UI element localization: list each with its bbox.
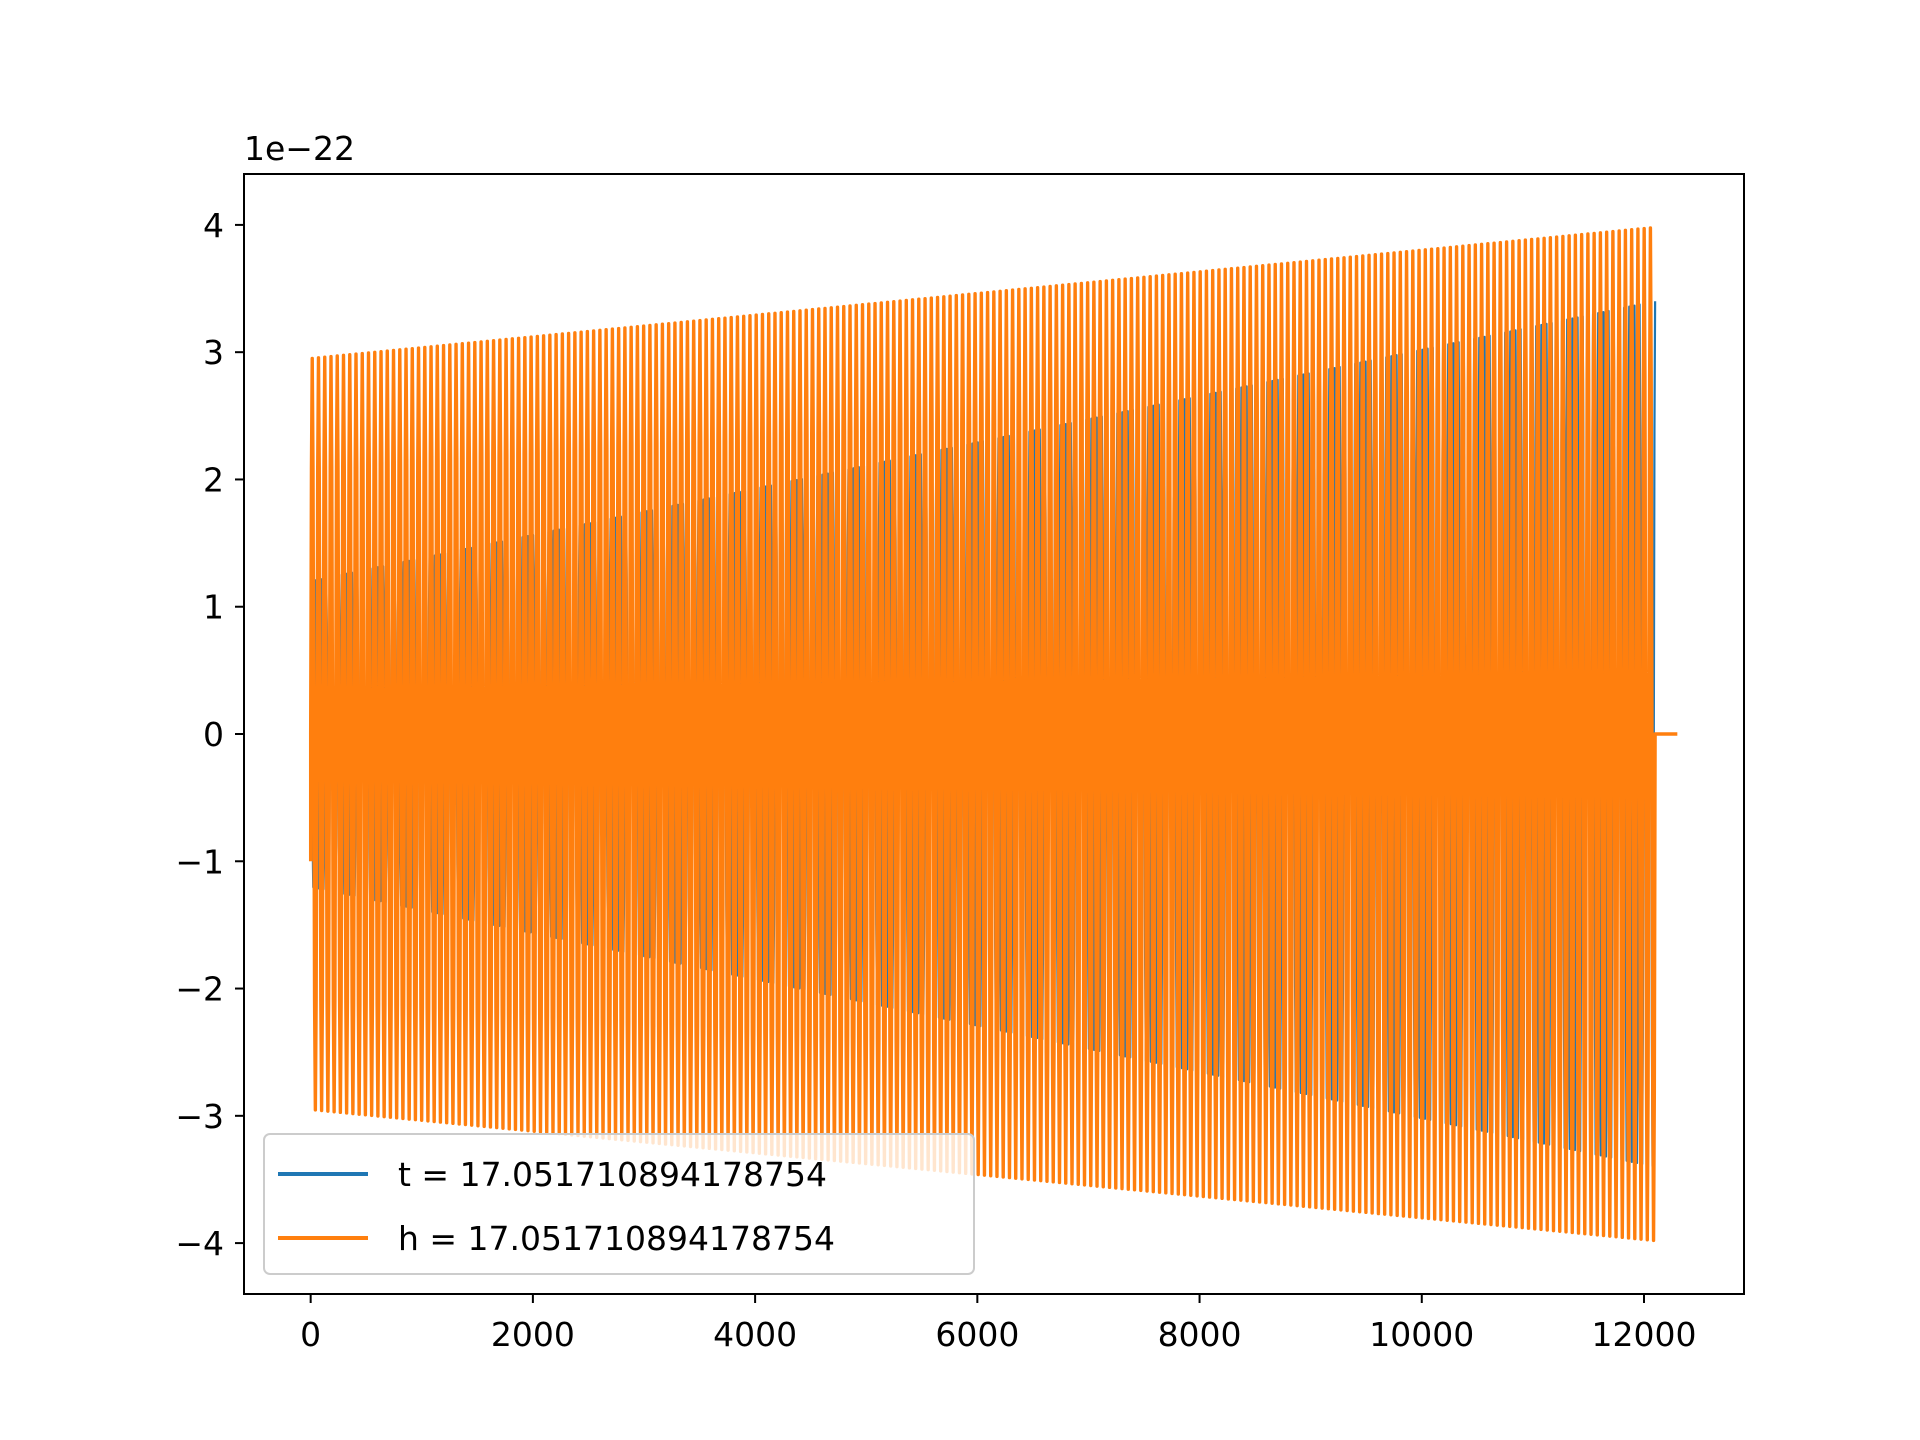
x-tick-label: 0 <box>300 1315 321 1354</box>
y-tick-label: −1 <box>175 842 224 881</box>
x-tick-label: 8000 <box>1158 1315 1242 1354</box>
x-tick-label: 2000 <box>491 1315 575 1354</box>
legend: t = 17.051710894178754 h = 17.05171089417… <box>263 1133 975 1275</box>
y-tick-label: 1 <box>203 588 224 627</box>
legend-box <box>263 1133 975 1275</box>
y-tick-label: 2 <box>203 460 224 499</box>
legend-label: t = 17.051710894178754 <box>398 1155 827 1194</box>
x-tick-label: 12000 <box>1592 1315 1697 1354</box>
x-tick-label: 4000 <box>713 1315 797 1354</box>
series-line-2 <box>308 226 1678 1243</box>
y-tick-label: 4 <box>203 206 224 245</box>
y-axis: −4 −3 −2 −1 0 1 2 3 4 <box>175 206 244 1263</box>
y-tick-label: −4 <box>175 1224 224 1263</box>
x-tick-label: 10000 <box>1369 1315 1474 1354</box>
legend-label: h = 17.051710894178754 <box>398 1219 835 1258</box>
y-tick-label: 0 <box>203 715 224 754</box>
x-tick-label: 6000 <box>935 1315 1019 1354</box>
y-tick-label: −3 <box>175 1097 224 1136</box>
y-axis-offset-label: 1e−22 <box>244 129 355 168</box>
y-tick-label: −2 <box>175 970 224 1009</box>
y-tick-label: 3 <box>203 333 224 372</box>
x-axis: 0 2000 4000 6000 8000 10000 12000 <box>300 1294 1696 1354</box>
series-layer <box>308 226 1678 1243</box>
